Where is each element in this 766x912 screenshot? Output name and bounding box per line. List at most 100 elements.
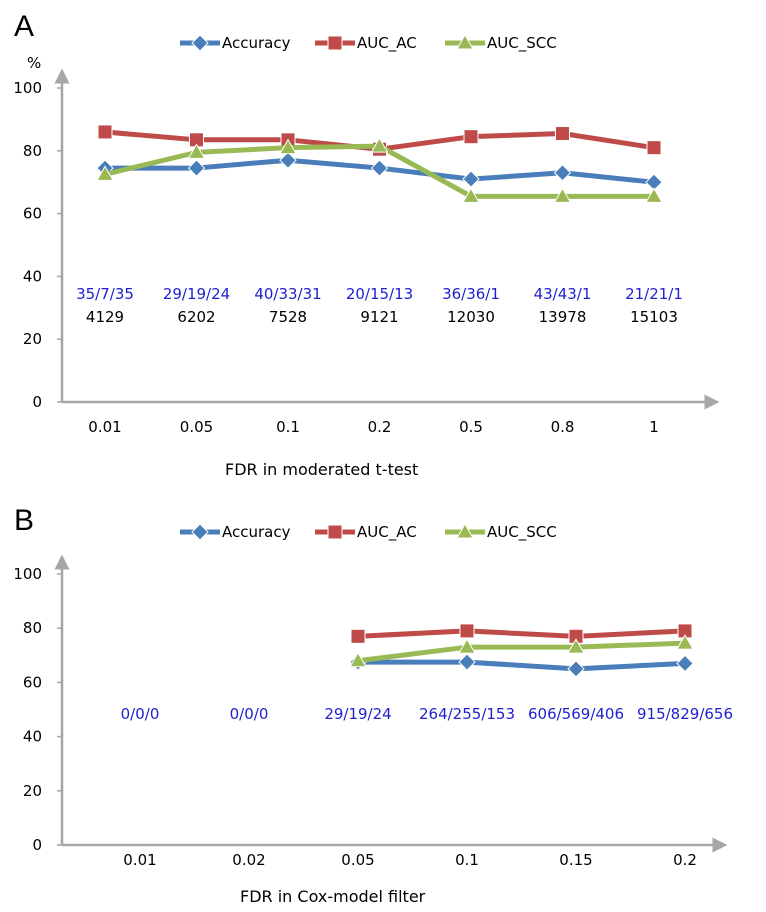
legend-label: AUC_SCC bbox=[487, 523, 557, 542]
panel-a-legend-item-auc-ac: AUC_AC bbox=[315, 34, 417, 53]
legend-label: AUC_SCC bbox=[487, 34, 557, 53]
panel-b-accuracy-point bbox=[567, 660, 585, 678]
panel-a: A% 0 20 40 60 80 100 0.01 0.05 0.1 0.2 0.5 0.8 1 FDR i… bbox=[13, 10, 720, 479]
panel-a-annotation-black: 9121 bbox=[360, 308, 398, 326]
panel-a-y-tick-label: 20 bbox=[23, 330, 42, 348]
panel-b-annotation-blue: 0/0/0 bbox=[121, 705, 160, 723]
panel-a-auc-scc-point bbox=[553, 187, 572, 203]
panel-a-annotation-black: 4129 bbox=[86, 308, 124, 326]
legend-marker bbox=[191, 523, 209, 541]
legend-marker bbox=[327, 524, 343, 540]
panel-b-x-tick-label: 0.2 bbox=[673, 851, 697, 869]
panel-a-annotation-blue: 35/7/35 bbox=[76, 285, 134, 303]
panel-b-auc-scc-point bbox=[567, 638, 585, 654]
panel-b-auc-ac-line bbox=[357, 628, 686, 639]
panel-a-accuracy-point bbox=[187, 159, 206, 177]
panel-a-accuracy-point bbox=[462, 170, 480, 188]
panel-b-accuracy-point bbox=[676, 654, 694, 673]
panel-b-series-auc-ac bbox=[350, 623, 693, 644]
legend-marker bbox=[327, 35, 343, 51]
panel-a-annotation-blue: 21/21/1 bbox=[625, 285, 683, 303]
legend-label: AUC_AC bbox=[357, 34, 417, 53]
panel-a-auc-scc-point bbox=[187, 143, 206, 159]
panel-a-annotation-blue: 40/33/31 bbox=[254, 285, 321, 303]
panel-a-auc-ac-point bbox=[555, 126, 570, 142]
panel-a-x-tick-label: 1 bbox=[649, 418, 659, 436]
legend-marker bbox=[191, 34, 209, 52]
panel-b-y-tick-label: 80 bbox=[23, 619, 42, 637]
panel-b-accuracy-line bbox=[358, 659, 686, 672]
panel-a-x-tick-label: 0.1 bbox=[276, 418, 300, 436]
panel-b-auc-scc-line bbox=[357, 640, 686, 664]
panel-a-series-auc-scc bbox=[96, 137, 663, 203]
panel-a-y-tick-label: 0 bbox=[32, 393, 42, 411]
panel-b-auc-scc-point bbox=[458, 638, 476, 654]
panel-b-y-tick-label: 0 bbox=[32, 836, 42, 854]
panel-b-annotation-blue: 29/19/24 bbox=[324, 705, 391, 723]
panel-a-annotation-blue: 20/15/13 bbox=[346, 285, 413, 303]
panel-a-auc-ac-point bbox=[646, 140, 662, 156]
panel-a-y-tick-label: 40 bbox=[23, 267, 42, 285]
panel-a-annotation-black: 15103 bbox=[630, 308, 678, 326]
panel-b-legend-item-auc-scc: AUC_SCC bbox=[445, 522, 557, 542]
panel-a-auc-scc-point bbox=[645, 187, 663, 203]
legend-marker bbox=[456, 522, 474, 539]
panel-b-x-tick-label: 0.01 bbox=[123, 851, 156, 869]
panel-a-series-accuracy bbox=[96, 151, 663, 191]
panel-a-auc-scc-point bbox=[96, 165, 114, 181]
panel-a-x-tick-label: 0.8 bbox=[551, 418, 575, 436]
panel-a-legend-item-accuracy: Accuracy bbox=[180, 34, 291, 52]
panel-a-letter: A bbox=[14, 10, 34, 43]
panel-a-y-tick-label: 60 bbox=[23, 205, 42, 223]
panel-b-x-axis-label: FDR in Cox-model filter bbox=[240, 887, 426, 906]
panel-a-auc-ac-point bbox=[463, 129, 479, 145]
panel-b-y-tick-label: 60 bbox=[23, 673, 42, 691]
panel-b-series-auc-scc bbox=[349, 634, 694, 668]
panel-a-accuracy-point bbox=[370, 159, 389, 177]
panel-a-x-tick-label: 0.2 bbox=[368, 418, 392, 436]
panel-a-x-tick-label: 0.5 bbox=[459, 418, 483, 436]
panel-a-annotation-blue: 36/36/1 bbox=[442, 285, 500, 303]
panel-a-annotation-blue: 29/19/24 bbox=[163, 285, 230, 303]
panel-b-accuracy-point bbox=[458, 653, 476, 671]
panel-b-y-tick-label: 100 bbox=[13, 565, 42, 583]
panel-a-annotation-blue: 43/43/1 bbox=[534, 285, 592, 303]
panel-b-annotation-blue: 606/569/406 bbox=[528, 705, 624, 723]
panel-a-annotation-black: 12030 bbox=[447, 308, 495, 326]
panel-b-y-tick-label: 20 bbox=[23, 782, 42, 800]
panel-b-annotation-blue: 0/0/0 bbox=[230, 705, 269, 723]
panel-b: B 0 20 40 60 80 100 0.01 0.02 0.05 0.1 0.15 0.2 FDR i… bbox=[13, 504, 733, 906]
panel-b-letter: B bbox=[14, 504, 34, 537]
panel-b-auc-ac-point bbox=[459, 623, 475, 639]
panel-a-annotation-black: 7528 bbox=[269, 308, 307, 326]
panel-b-annotation-blue: 915/829/656 bbox=[637, 705, 733, 723]
panel-a-legend-item-auc-scc: AUC_SCC bbox=[445, 33, 557, 53]
panel-b-x-tick-label: 0.05 bbox=[341, 851, 374, 869]
panel-a-auc-scc-point bbox=[370, 137, 389, 153]
panel-a-x-axis-label: FDR in moderated t-test bbox=[225, 460, 418, 479]
panel-a-auc-scc-point bbox=[279, 138, 297, 155]
panel-b-auc-ac-point bbox=[350, 628, 366, 644]
panel-a-annotation-black: 13978 bbox=[539, 308, 587, 326]
panel-b-annotation-blue: 264/255/153 bbox=[419, 705, 515, 723]
panel-a-y-tick-label: 80 bbox=[23, 142, 42, 160]
panel-b-x-tick-label: 0.1 bbox=[455, 851, 479, 869]
legend-label: Accuracy bbox=[222, 34, 291, 52]
panel-a-annotation-black: 6202 bbox=[177, 308, 215, 326]
legend-label: Accuracy bbox=[222, 523, 291, 541]
panel-b-x-tick-label: 0.15 bbox=[559, 851, 592, 869]
panel-a-unit-label: % bbox=[27, 54, 41, 72]
panel-b-y-tick-label: 40 bbox=[23, 728, 42, 746]
legend-label: AUC_AC bbox=[357, 523, 417, 542]
panel-a-accuracy-point bbox=[279, 151, 297, 169]
panel-b-legend-item-accuracy: Accuracy bbox=[180, 523, 291, 541]
panel-a-auc-scc-point bbox=[462, 187, 480, 203]
panel-a-x-tick-label: 0.01 bbox=[88, 418, 121, 436]
panel-a-y-tick-label: 100 bbox=[13, 79, 42, 97]
panel-a-x-tick-label: 0.05 bbox=[180, 418, 213, 436]
panel-b-legend-item-auc-ac: AUC_AC bbox=[315, 523, 417, 542]
panel-a-accuracy-point bbox=[553, 164, 572, 182]
panel-b-auc-scc-point bbox=[349, 651, 367, 668]
panel-b-auc-scc-point bbox=[676, 634, 694, 650]
